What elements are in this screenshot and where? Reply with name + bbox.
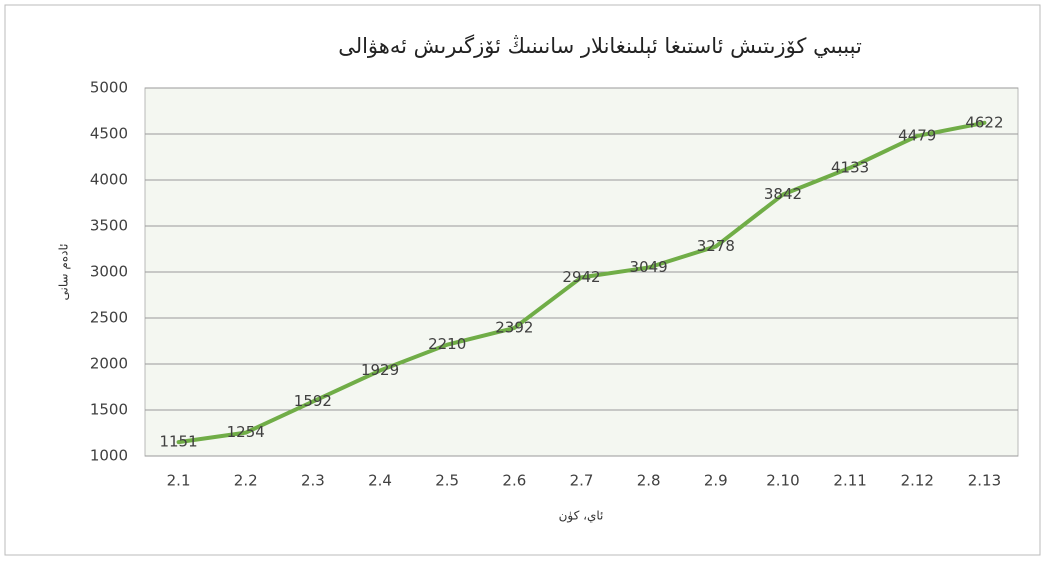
- data-label: 1929: [361, 361, 399, 379]
- y-tick-label: 2500: [90, 309, 128, 327]
- x-tick-label: 2.6: [502, 472, 526, 490]
- data-label: 3842: [764, 185, 802, 203]
- y-tick-label: 1000: [90, 447, 128, 465]
- x-tick-label: 2.10: [766, 472, 799, 490]
- x-axis-label: ئاي، كۈن: [559, 509, 604, 524]
- y-tick-label: 4000: [90, 171, 128, 189]
- y-axis-label: ئادەم سانى: [57, 244, 71, 301]
- x-tick-label: 2.12: [901, 472, 934, 490]
- y-tick-label: 3000: [90, 263, 128, 281]
- y-tick-label: 5000: [90, 79, 128, 97]
- data-label: 4622: [965, 113, 1003, 131]
- data-label: 3049: [630, 258, 668, 276]
- data-label: 4133: [831, 158, 869, 176]
- data-label: 1592: [294, 392, 332, 410]
- data-label: 2210: [428, 335, 466, 353]
- x-tick-label: 2.7: [570, 472, 594, 490]
- data-label: 4479: [898, 126, 936, 144]
- y-tick-label: 1500: [90, 401, 128, 419]
- data-label: 2942: [562, 268, 600, 286]
- y-tick-label: 2000: [90, 355, 128, 373]
- data-label: 1151: [159, 433, 197, 451]
- data-label: 3278: [697, 237, 735, 255]
- x-tick-label: 2.3: [301, 472, 325, 490]
- x-tick-label: 2.4: [368, 472, 392, 490]
- y-tick-label: 4500: [90, 125, 128, 143]
- x-tick-label: 2.5: [435, 472, 459, 490]
- x-tick-label: 2.1: [167, 472, 191, 490]
- x-tick-label: 2.2: [234, 472, 258, 490]
- y-tick-label: 3500: [90, 217, 128, 235]
- data-label: 2392: [495, 318, 533, 336]
- x-tick-label: 2.8: [637, 472, 661, 490]
- x-tick-label: 2.11: [833, 472, 866, 490]
- line: [176, 120, 987, 445]
- chart-title: تېببىي كۆزىتىش ئاستىغا ئېلىنغانلار سانىن…: [338, 34, 862, 58]
- x-tick-label: 2.9: [704, 472, 728, 490]
- data-label: 1254: [227, 423, 265, 441]
- x-tick-label: 2.13: [968, 472, 1001, 490]
